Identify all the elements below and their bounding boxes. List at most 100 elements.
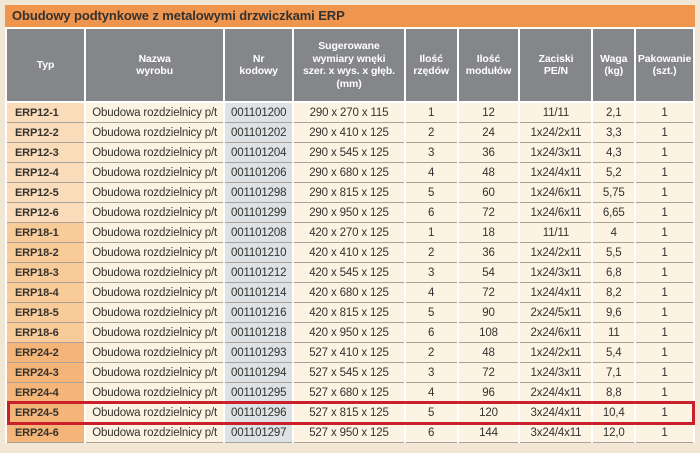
table-row: ERP12-1 Obudowa rozdzielnicy p/t 0011012… — [7, 103, 693, 123]
cell-waga: 5,4 — [593, 343, 635, 363]
cell-pakowanie: 1 — [636, 263, 693, 283]
cell-ilosc-modulow: 18 — [458, 223, 519, 243]
cell-wymiary: 290 x 410 x 125 — [294, 123, 404, 143]
table-row: ERP12-4 Obudowa rozdzielnicy p/t 0011012… — [7, 163, 693, 183]
cell-zaciski: 11/11 — [520, 223, 592, 243]
cell-typ: ERP12-6 — [7, 203, 85, 223]
product-table: Typ Nazwa wyrobu Nr kodowy Sugerowane wy… — [5, 29, 695, 443]
cell-pakowanie: 1 — [636, 123, 693, 143]
cell-nr-kodowy: 001101208 — [225, 223, 293, 243]
cell-waga: 11 — [593, 323, 635, 343]
cell-typ: ERP18-3 — [7, 263, 85, 283]
column-header-nazwa-wyrobu: Nazwa wyrobu — [86, 29, 224, 103]
cell-nr-kodowy: 001101214 — [225, 283, 293, 303]
cell-waga: 4,3 — [593, 143, 635, 163]
cell-typ: ERP24-3 — [7, 363, 85, 383]
cell-ilosc-rzedow: 4 — [405, 283, 457, 303]
cell-nazwa-wyrobu: Obudowa rozdzielnicy p/t — [86, 143, 224, 163]
cell-typ: ERP24-6 — [7, 423, 85, 443]
cell-ilosc-modulow: 120 — [458, 403, 519, 423]
cell-nazwa-wyrobu: Obudowa rozdzielnicy p/t — [86, 103, 224, 123]
cell-zaciski: 1x24/4x11 — [520, 283, 592, 303]
cell-nr-kodowy: 001101204 — [225, 143, 293, 163]
cell-nr-kodowy: 001101294 — [225, 363, 293, 383]
cell-pakowanie: 1 — [636, 363, 693, 383]
cell-ilosc-modulow: 36 — [458, 243, 519, 263]
cell-ilosc-modulow: 72 — [458, 203, 519, 223]
cell-nazwa-wyrobu: Obudowa rozdzielnicy p/t — [86, 243, 224, 263]
cell-waga: 12,0 — [593, 423, 635, 443]
cell-waga: 8,8 — [593, 383, 635, 403]
column-header-ilosc-modulow: Ilość modułów — [458, 29, 519, 103]
cell-wymiary: 420 x 815 x 125 — [294, 303, 404, 323]
cell-pakowanie: 1 — [636, 423, 693, 443]
cell-waga: 5,2 — [593, 163, 635, 183]
cell-nr-kodowy: 001101216 — [225, 303, 293, 323]
column-header-pakowanie: Pakowanie (szt.) — [636, 29, 693, 103]
cell-nazwa-wyrobu: Obudowa rozdzielnicy p/t — [86, 363, 224, 383]
cell-nazwa-wyrobu: Obudowa rozdzielnicy p/t — [86, 303, 224, 323]
cell-zaciski: 1x24/2x11 — [520, 123, 592, 143]
cell-wymiary: 420 x 680 x 125 — [294, 283, 404, 303]
cell-wymiary: 290 x 545 x 125 — [294, 143, 404, 163]
table-row: ERP18-5 Obudowa rozdzielnicy p/t 0011012… — [7, 303, 693, 323]
cell-waga: 6,65 — [593, 203, 635, 223]
cell-pakowanie: 1 — [636, 283, 693, 303]
cell-ilosc-rzedow: 5 — [405, 303, 457, 323]
catalog-panel: Obudowy podtynkowe z metalowymi drzwiczk… — [5, 5, 695, 443]
cell-waga: 5,75 — [593, 183, 635, 203]
table-row: ERP24-5 Obudowa rozdzielnicy p/t 0011012… — [7, 403, 693, 423]
cell-ilosc-rzedow: 1 — [405, 103, 457, 123]
cell-pakowanie: 1 — [636, 303, 693, 323]
cell-ilosc-rzedow: 5 — [405, 183, 457, 203]
cell-ilosc-modulow: 48 — [458, 343, 519, 363]
cell-wymiary: 527 x 410 x 125 — [294, 343, 404, 363]
cell-typ: ERP12-3 — [7, 143, 85, 163]
cell-wymiary: 420 x 950 x 125 — [294, 323, 404, 343]
cell-ilosc-modulow: 108 — [458, 323, 519, 343]
cell-typ: ERP24-4 — [7, 383, 85, 403]
cell-ilosc-rzedow: 3 — [405, 143, 457, 163]
cell-nr-kodowy: 001101293 — [225, 343, 293, 363]
header-row: Typ Nazwa wyrobu Nr kodowy Sugerowane wy… — [7, 29, 693, 103]
cell-ilosc-rzedow: 2 — [405, 243, 457, 263]
cell-ilosc-modulow: 24 — [458, 123, 519, 143]
cell-nr-kodowy: 001101297 — [225, 423, 293, 443]
cell-zaciski: 1x24/2x11 — [520, 243, 592, 263]
cell-wymiary: 290 x 815 x 125 — [294, 183, 404, 203]
cell-pakowanie: 1 — [636, 403, 693, 423]
cell-waga: 6,8 — [593, 263, 635, 283]
cell-nazwa-wyrobu: Obudowa rozdzielnicy p/t — [86, 283, 224, 303]
column-header-ilosc-rzedow: Ilość rzędów — [405, 29, 457, 103]
cell-typ: ERP12-1 — [7, 103, 85, 123]
table-row: ERP12-6 Obudowa rozdzielnicy p/t 0011012… — [7, 203, 693, 223]
cell-wymiary: 527 x 545 x 125 — [294, 363, 404, 383]
cell-nr-kodowy: 001101206 — [225, 163, 293, 183]
cell-zaciski: 3x24/4x11 — [520, 403, 592, 423]
cell-ilosc-modulow: 48 — [458, 163, 519, 183]
table-row: ERP12-3 Obudowa rozdzielnicy p/t 0011012… — [7, 143, 693, 163]
cell-ilosc-rzedow: 2 — [405, 343, 457, 363]
cell-waga: 3,3 — [593, 123, 635, 143]
cell-waga: 10,4 — [593, 403, 635, 423]
cell-ilosc-modulow: 90 — [458, 303, 519, 323]
cell-ilosc-modulow: 96 — [458, 383, 519, 403]
cell-ilosc-rzedow: 4 — [405, 383, 457, 403]
cell-ilosc-modulow: 72 — [458, 283, 519, 303]
cell-pakowanie: 1 — [636, 203, 693, 223]
cell-nr-kodowy: 001101298 — [225, 183, 293, 203]
table-row: ERP18-2 Obudowa rozdzielnicy p/t 0011012… — [7, 243, 693, 263]
cell-ilosc-rzedow: 2 — [405, 123, 457, 143]
table-row: ERP18-4 Obudowa rozdzielnicy p/t 0011012… — [7, 283, 693, 303]
cell-ilosc-rzedow: 5 — [405, 403, 457, 423]
cell-zaciski: 2x24/4x11 — [520, 383, 592, 403]
cell-typ: ERP24-2 — [7, 343, 85, 363]
cell-zaciski: 2x24/5x11 — [520, 303, 592, 323]
cell-nr-kodowy: 001101295 — [225, 383, 293, 403]
cell-ilosc-rzedow: 6 — [405, 423, 457, 443]
cell-zaciski: 2x24/6x11 — [520, 323, 592, 343]
table-row: ERP12-2 Obudowa rozdzielnicy p/t 0011012… — [7, 123, 693, 143]
cell-typ: ERP12-5 — [7, 183, 85, 203]
cell-waga: 7,1 — [593, 363, 635, 383]
cell-nr-kodowy: 001101212 — [225, 263, 293, 283]
